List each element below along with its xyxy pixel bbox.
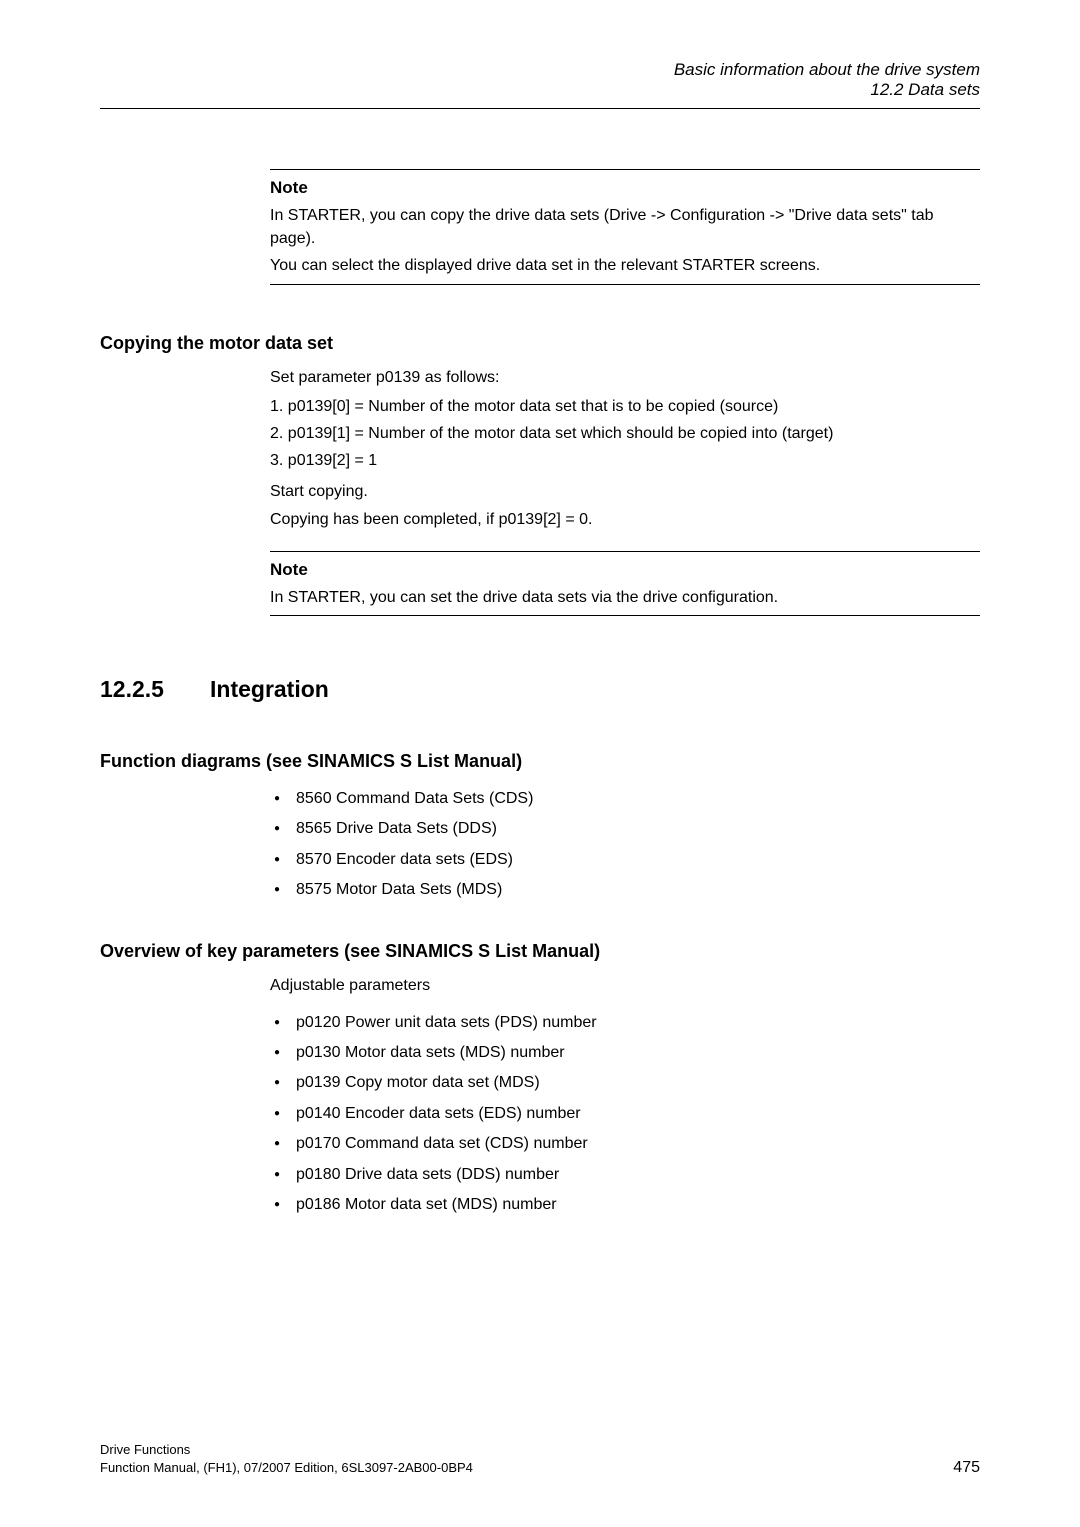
function-diagrams-list: 8560 Command Data Sets (CDS) 8565 Drive …	[270, 784, 980, 906]
list-item: 1. p0139[0] = Number of the motor data s…	[270, 393, 980, 420]
footer-left: Drive Functions Function Manual, (FH1), …	[100, 1441, 473, 1477]
list-item: 8560 Command Data Sets (CDS)	[270, 784, 980, 814]
integration-number: 12.2.5	[100, 676, 210, 703]
overview-heading: Overview of key parameters (see SINAMICS…	[100, 941, 980, 962]
overview-list: p0120 Power unit data sets (PDS) number …	[270, 1008, 980, 1221]
list-item: 8570 Encoder data sets (EDS)	[270, 845, 980, 875]
note-rule	[270, 284, 980, 285]
page-footer: Drive Functions Function Manual, (FH1), …	[100, 1441, 980, 1477]
list-item: p0170 Command data set (CDS) number	[270, 1129, 980, 1159]
note-text: In STARTER, you can set the drive data s…	[270, 586, 980, 609]
list-item: p0186 Motor data set (MDS) number	[270, 1190, 980, 1220]
copying-start: Start copying.	[270, 480, 980, 503]
list-item: p0139 Copy motor data set (MDS)	[270, 1068, 980, 1098]
note-text: You can select the displayed drive data …	[270, 254, 980, 277]
note-rule	[270, 615, 980, 616]
note-heading: Note	[270, 178, 980, 198]
note-1-block: Note In STARTER, you can copy the drive …	[270, 169, 980, 285]
page-header: Basic information about the drive system…	[100, 60, 980, 100]
note-text: In STARTER, you can copy the drive data …	[270, 204, 980, 250]
function-diagrams-block: 8560 Command Data Sets (CDS) 8565 Drive …	[270, 784, 980, 906]
list-item: 2. p0139[1] = Number of the motor data s…	[270, 420, 980, 447]
copying-block: Set parameter p0139 as follows: 1. p0139…	[270, 366, 980, 616]
note-rule	[270, 169, 980, 170]
list-item: p0180 Drive data sets (DDS) number	[270, 1160, 980, 1190]
footer-page-number: 475	[953, 1459, 980, 1477]
overview-intro: Adjustable parameters	[270, 974, 980, 997]
list-item: p0120 Power unit data sets (PDS) number	[270, 1008, 980, 1038]
integration-title: Integration	[210, 676, 329, 703]
footer-doc-info: Function Manual, (FH1), 07/2007 Edition,…	[100, 1459, 473, 1477]
function-diagrams-heading: Function diagrams (see SINAMICS S List M…	[100, 751, 980, 772]
copying-list: 1. p0139[0] = Number of the motor data s…	[270, 393, 980, 475]
copying-intro: Set parameter p0139 as follows:	[270, 366, 980, 389]
overview-block: Adjustable parameters p0120 Power unit d…	[270, 974, 980, 1220]
note-heading: Note	[270, 560, 980, 580]
note-rule	[270, 551, 980, 552]
list-item: 8565 Drive Data Sets (DDS)	[270, 814, 980, 844]
header-section-title: 12.2 Data sets	[100, 80, 980, 100]
footer-doc-title: Drive Functions	[100, 1441, 473, 1459]
copying-completed: Copying has been completed, if p0139[2] …	[270, 508, 980, 531]
list-item: p0130 Motor data sets (MDS) number	[270, 1038, 980, 1068]
header-chapter-title: Basic information about the drive system	[100, 60, 980, 80]
header-rule	[100, 108, 980, 109]
list-item: p0140 Encoder data sets (EDS) number	[270, 1099, 980, 1129]
integration-heading: 12.2.5 Integration	[100, 676, 980, 703]
list-item: 3. p0139[2] = 1	[270, 447, 980, 474]
list-item: 8575 Motor Data Sets (MDS)	[270, 875, 980, 905]
copying-heading: Copying the motor data set	[100, 333, 980, 354]
